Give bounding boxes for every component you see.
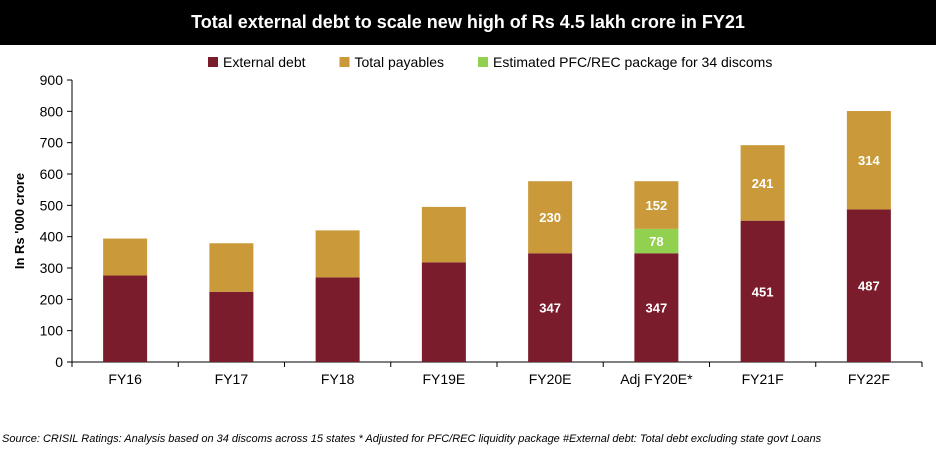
bar-data-label: 152 (646, 198, 668, 213)
bar-data-label: 487 (858, 279, 880, 294)
bar-data-label: 347 (539, 301, 561, 316)
x-tick-label: FY19E (422, 371, 465, 387)
bar-total-payables (740, 145, 785, 221)
bar-total-payables (209, 243, 254, 292)
bar-data-label: 451 (752, 284, 774, 299)
legend-entry: Total payables (355, 54, 445, 70)
y-tick-label: 100 (40, 323, 64, 339)
y-tick-label: 500 (40, 197, 64, 213)
bar-external-debt (528, 253, 573, 362)
bar-external-debt (421, 262, 466, 362)
bar-total-payables (634, 181, 679, 229)
bar-external-debt (315, 277, 360, 362)
bar-external-debt (103, 275, 148, 362)
legend-swatch (339, 57, 350, 67)
bar-total-payables (103, 238, 148, 276)
x-tick-label: Adj FY20E* (620, 371, 693, 387)
x-tick-label: FY17 (215, 371, 249, 387)
x-tick-label: FY22F (848, 371, 890, 387)
y-tick-label: 400 (40, 229, 64, 245)
source-note: Source: CRISIL Ratings: Analysis based o… (2, 433, 822, 445)
bar-external-debt (209, 291, 254, 362)
bar-data-label: 347 (646, 301, 668, 316)
bar-external-debt (740, 220, 785, 362)
bar-total-payables (421, 206, 466, 263)
y-tick-label: 800 (40, 103, 64, 119)
bar-data-label: 314 (858, 153, 880, 168)
bar-total-payables (528, 181, 573, 254)
x-tick-label: FY21F (742, 371, 784, 387)
x-tick-label: FY16 (108, 371, 142, 387)
x-tick-label: FY18 (321, 371, 355, 387)
legend-swatch (478, 57, 489, 67)
y-tick-label: 200 (40, 291, 64, 307)
bar-data-label: 230 (539, 210, 561, 225)
bar-total-payables (315, 230, 360, 278)
y-tick-label: 700 (40, 135, 64, 151)
y-axis-label: In Rs '000 crore (12, 173, 27, 269)
legend-entry: Estimated PFC/REC package for 34 discoms (493, 54, 772, 70)
chart-title: Total external debt to scale new high of… (0, 0, 936, 45)
legend-entry: External debt (223, 54, 306, 70)
bar-data-label: 78 (649, 234, 663, 249)
y-tick-label: 0 (55, 354, 63, 370)
bar-total-payables (846, 111, 891, 210)
y-tick-label: 900 (40, 72, 64, 88)
bar-external-debt (846, 209, 891, 362)
legend-swatch (208, 57, 218, 67)
bar-data-label: 241 (752, 176, 774, 191)
y-tick-label: 600 (40, 166, 64, 182)
x-tick-label: FY20E (529, 371, 572, 387)
bar-external-debt (634, 253, 679, 362)
y-tick-label: 300 (40, 260, 64, 276)
bar-estimated-pfc-rec-package-for-34-discoms (634, 228, 679, 254)
